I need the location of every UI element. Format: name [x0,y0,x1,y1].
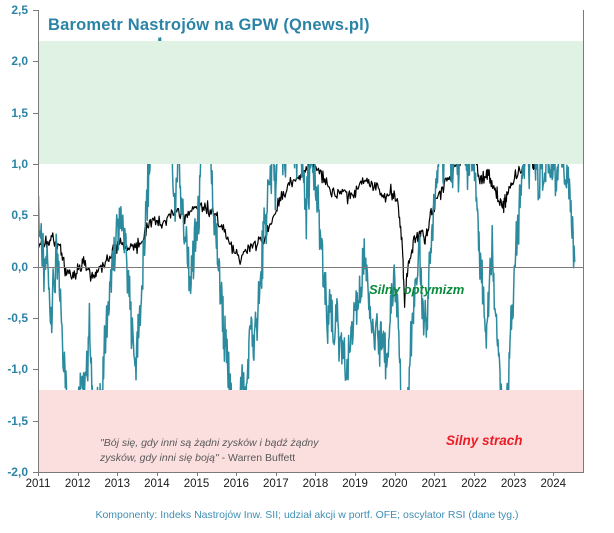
x-tick-mark [156,472,158,476]
x-tick-mark [474,472,475,476]
page-title: Barometr Nastrojów na GPW (Qnews.pl) [48,16,370,34]
x-tick-mark [38,472,39,476]
wig-line [38,44,583,308]
x-tick-label: 2015 [183,478,210,490]
y-tick-label: -1,0 [7,362,28,377]
x-tick-label: 2013 [104,478,131,490]
x-tick-label: 2020 [381,478,408,490]
quote-author: - Warren Buffett [218,452,296,464]
x-tick-mark [77,472,79,476]
y-tick-label: 1,0 [11,157,28,171]
x-tick-label: 2018 [302,478,329,490]
x-tick-label: 2019 [342,478,368,490]
y-tick-mark [33,266,38,268]
y-tick-mark [33,318,38,319]
x-tick-label: 2023 [500,478,527,490]
x-tick-label: 2012 [64,478,91,490]
y-tick-mark [33,215,38,217]
y-tick-label: 2,5 [11,3,28,17]
x-tick-label: 2024 [540,478,567,490]
x-tick-mark [315,472,317,476]
y-tick-label: 0,0 [11,259,28,274]
x-tick-mark [196,472,198,476]
strong-optimism-label: Silny optymizm [369,282,465,297]
x-tick-label: 2021 [421,478,448,490]
y-tick-label: 0,5 [11,208,28,223]
strong-fear-label: Silny strach [446,433,523,448]
axis-left-line [38,10,39,473]
x-tick-label: 2022 [461,478,487,490]
components-footnote: Komponenty: Indeks Nastrojów Inw. SII; u… [95,509,519,521]
x-tick-mark [513,472,515,476]
y-tick-label: -0,5 [7,311,28,325]
y-tick-mark [33,61,38,63]
x-tick-label: 2014 [144,478,170,490]
x-tick-mark [355,472,357,476]
x-tick-label: 2011 [25,478,51,490]
x-tick-label: 2016 [223,478,249,490]
y-tick-mark [33,472,38,473]
x-tick-mark [117,472,119,476]
x-tick-mark [394,472,396,476]
axis-right-line [583,10,584,473]
axis-bottom-line [38,472,584,473]
y-tick-label: -1,5 [7,413,28,428]
quote-line-1: "Bój się, gdy inni są żądni zysków i bąd… [100,437,319,449]
y-tick-label: 2,0 [11,54,28,69]
x-tick-mark [553,472,555,476]
x-tick-label: 2017 [263,478,289,490]
band-strong-optimism [38,40,583,164]
plot-area [38,10,583,472]
y-tick-mark [33,112,38,114]
quote-line-2: zysków, gdy inni się boją" [100,452,219,464]
x-tick-mark [434,472,436,476]
y-tick-mark [33,164,38,165]
series-lines [38,37,583,464]
buffett-quote: "Bój się, gdy inni są żądni zysków i bąd… [100,436,319,466]
zero-axis-line [38,266,583,268]
band-strong-fear [38,389,583,472]
y-tick-label: -2,0 [7,465,28,479]
y-tick-label: 1,5 [11,105,28,120]
y-tick-mark [33,10,38,11]
oscillator-line [38,37,576,464]
y-tick-mark [33,420,38,422]
x-tick-mark [275,472,277,476]
x-tick-mark [236,472,238,476]
y-tick-mark [33,369,38,371]
